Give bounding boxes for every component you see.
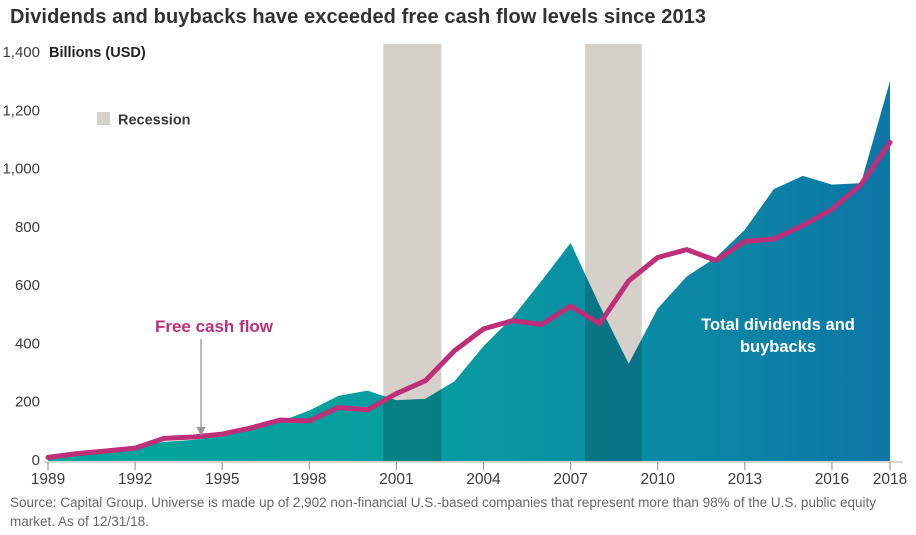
legend-recession-label: Recession [118, 113, 191, 129]
area-series-layer [48, 81, 890, 461]
x-axis-label: 2001 [379, 471, 413, 488]
x-axis-label: 2007 [553, 471, 587, 488]
recession-swatch [97, 112, 110, 125]
total-dividends-annotation: Total dividends and buybacks [701, 316, 855, 356]
x-axis-label: 2013 [728, 471, 762, 488]
y-axis-label: 800 [15, 219, 40, 236]
total-dividends-label-line2: buybacks [740, 338, 816, 356]
total-dividends-label-line1: Total dividends and [701, 316, 855, 334]
line-series-layer [45, 139, 893, 460]
source-note: Source: Capital Group. Universe is made … [10, 495, 876, 529]
x-axis-label: 1992 [118, 471, 152, 488]
x-axis-label: 1998 [292, 471, 326, 488]
y-axis-label: 200 [15, 394, 40, 411]
chart-title: Dividends and buybacks have exceeded fre… [10, 6, 707, 28]
y-axis-label: 600 [15, 277, 40, 294]
x-axis-label: 2004 [466, 471, 501, 488]
y-axis-label: 1,400 [2, 44, 40, 61]
y-axis-label: 400 [15, 335, 40, 352]
y-axis-label: 0 [32, 452, 40, 469]
free-cash-flow-annotation: Free cash flow [155, 317, 274, 436]
axes-layer: 1989 1992 1995 1998 2001 2004 2007 2010 2013 2016… [2, 44, 907, 488]
y-axis-label: 1,200 [2, 102, 40, 119]
recession-band [383, 44, 442, 462]
free-cash-flow-line [45, 139, 893, 460]
legend: Recession [97, 112, 191, 129]
x-axis-label: 2010 [640, 471, 675, 488]
annotation-arrow-head-icon [196, 427, 206, 436]
x-axis-label: 2016 [815, 471, 849, 488]
x-axis-label: 2018 [873, 471, 907, 488]
y-axis-unit-label: Billions (USD) [49, 45, 146, 61]
total-dividends-buybacks-area [48, 81, 890, 461]
x-axis-label: 1989 [31, 471, 65, 488]
y-axis-label: 1,000 [2, 161, 40, 178]
free-cash-flow-label: Free cash flow [155, 317, 274, 336]
x-axis-label: 1995 [205, 471, 239, 488]
